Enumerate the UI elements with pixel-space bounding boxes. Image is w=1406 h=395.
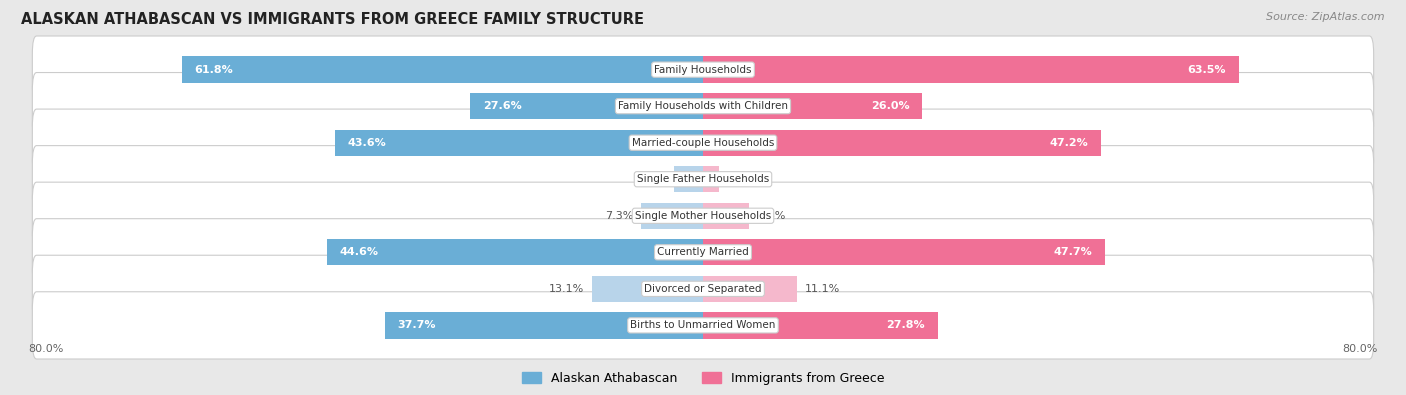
Text: 44.6%: 44.6% bbox=[339, 247, 378, 257]
Bar bbox=[703, 56, 1239, 83]
Text: Married-couple Households: Married-couple Households bbox=[631, 138, 775, 148]
FancyBboxPatch shape bbox=[32, 73, 1374, 140]
Bar bbox=[675, 166, 703, 192]
Bar bbox=[703, 239, 1105, 265]
Text: 11.1%: 11.1% bbox=[806, 284, 841, 294]
Text: Divorced or Separated: Divorced or Separated bbox=[644, 284, 762, 294]
Text: 47.7%: 47.7% bbox=[1054, 247, 1092, 257]
Text: 47.2%: 47.2% bbox=[1050, 138, 1088, 148]
FancyBboxPatch shape bbox=[32, 36, 1374, 103]
Text: 27.6%: 27.6% bbox=[482, 101, 522, 111]
Bar bbox=[703, 203, 748, 229]
Text: 3.4%: 3.4% bbox=[637, 174, 666, 184]
Text: 80.0%: 80.0% bbox=[28, 344, 63, 354]
Text: 80.0%: 80.0% bbox=[1343, 344, 1378, 354]
Text: 61.8%: 61.8% bbox=[194, 65, 233, 75]
Text: 63.5%: 63.5% bbox=[1188, 65, 1226, 75]
Bar bbox=[592, 276, 703, 302]
Bar bbox=[385, 312, 703, 339]
Bar bbox=[641, 203, 703, 229]
Text: Source: ZipAtlas.com: Source: ZipAtlas.com bbox=[1267, 12, 1385, 22]
Legend: Alaskan Athabascan, Immigrants from Greece: Alaskan Athabascan, Immigrants from Gree… bbox=[517, 367, 889, 390]
Bar bbox=[703, 93, 922, 119]
Text: 43.6%: 43.6% bbox=[347, 138, 387, 148]
FancyBboxPatch shape bbox=[32, 255, 1374, 322]
Bar bbox=[703, 130, 1101, 156]
Text: 26.0%: 26.0% bbox=[872, 101, 910, 111]
Text: Currently Married: Currently Married bbox=[657, 247, 749, 257]
Bar bbox=[335, 130, 703, 156]
FancyBboxPatch shape bbox=[32, 109, 1374, 176]
Text: 1.9%: 1.9% bbox=[727, 174, 756, 184]
Bar bbox=[703, 276, 797, 302]
FancyBboxPatch shape bbox=[32, 219, 1374, 286]
Text: 27.8%: 27.8% bbox=[886, 320, 925, 330]
Bar bbox=[181, 56, 703, 83]
Text: Single Father Households: Single Father Households bbox=[637, 174, 769, 184]
Text: Births to Unmarried Women: Births to Unmarried Women bbox=[630, 320, 776, 330]
Text: Single Mother Households: Single Mother Households bbox=[636, 211, 770, 221]
Text: 13.1%: 13.1% bbox=[548, 284, 583, 294]
Text: 5.4%: 5.4% bbox=[756, 211, 786, 221]
Text: Family Households with Children: Family Households with Children bbox=[619, 101, 787, 111]
Text: 37.7%: 37.7% bbox=[398, 320, 436, 330]
FancyBboxPatch shape bbox=[32, 146, 1374, 213]
Bar bbox=[470, 93, 703, 119]
Text: Family Households: Family Households bbox=[654, 65, 752, 75]
Bar bbox=[703, 166, 718, 192]
FancyBboxPatch shape bbox=[32, 292, 1374, 359]
Text: 7.3%: 7.3% bbox=[605, 211, 633, 221]
Text: ALASKAN ATHABASCAN VS IMMIGRANTS FROM GREECE FAMILY STRUCTURE: ALASKAN ATHABASCAN VS IMMIGRANTS FROM GR… bbox=[21, 12, 644, 27]
Bar bbox=[703, 312, 938, 339]
Bar bbox=[326, 239, 703, 265]
FancyBboxPatch shape bbox=[32, 182, 1374, 249]
